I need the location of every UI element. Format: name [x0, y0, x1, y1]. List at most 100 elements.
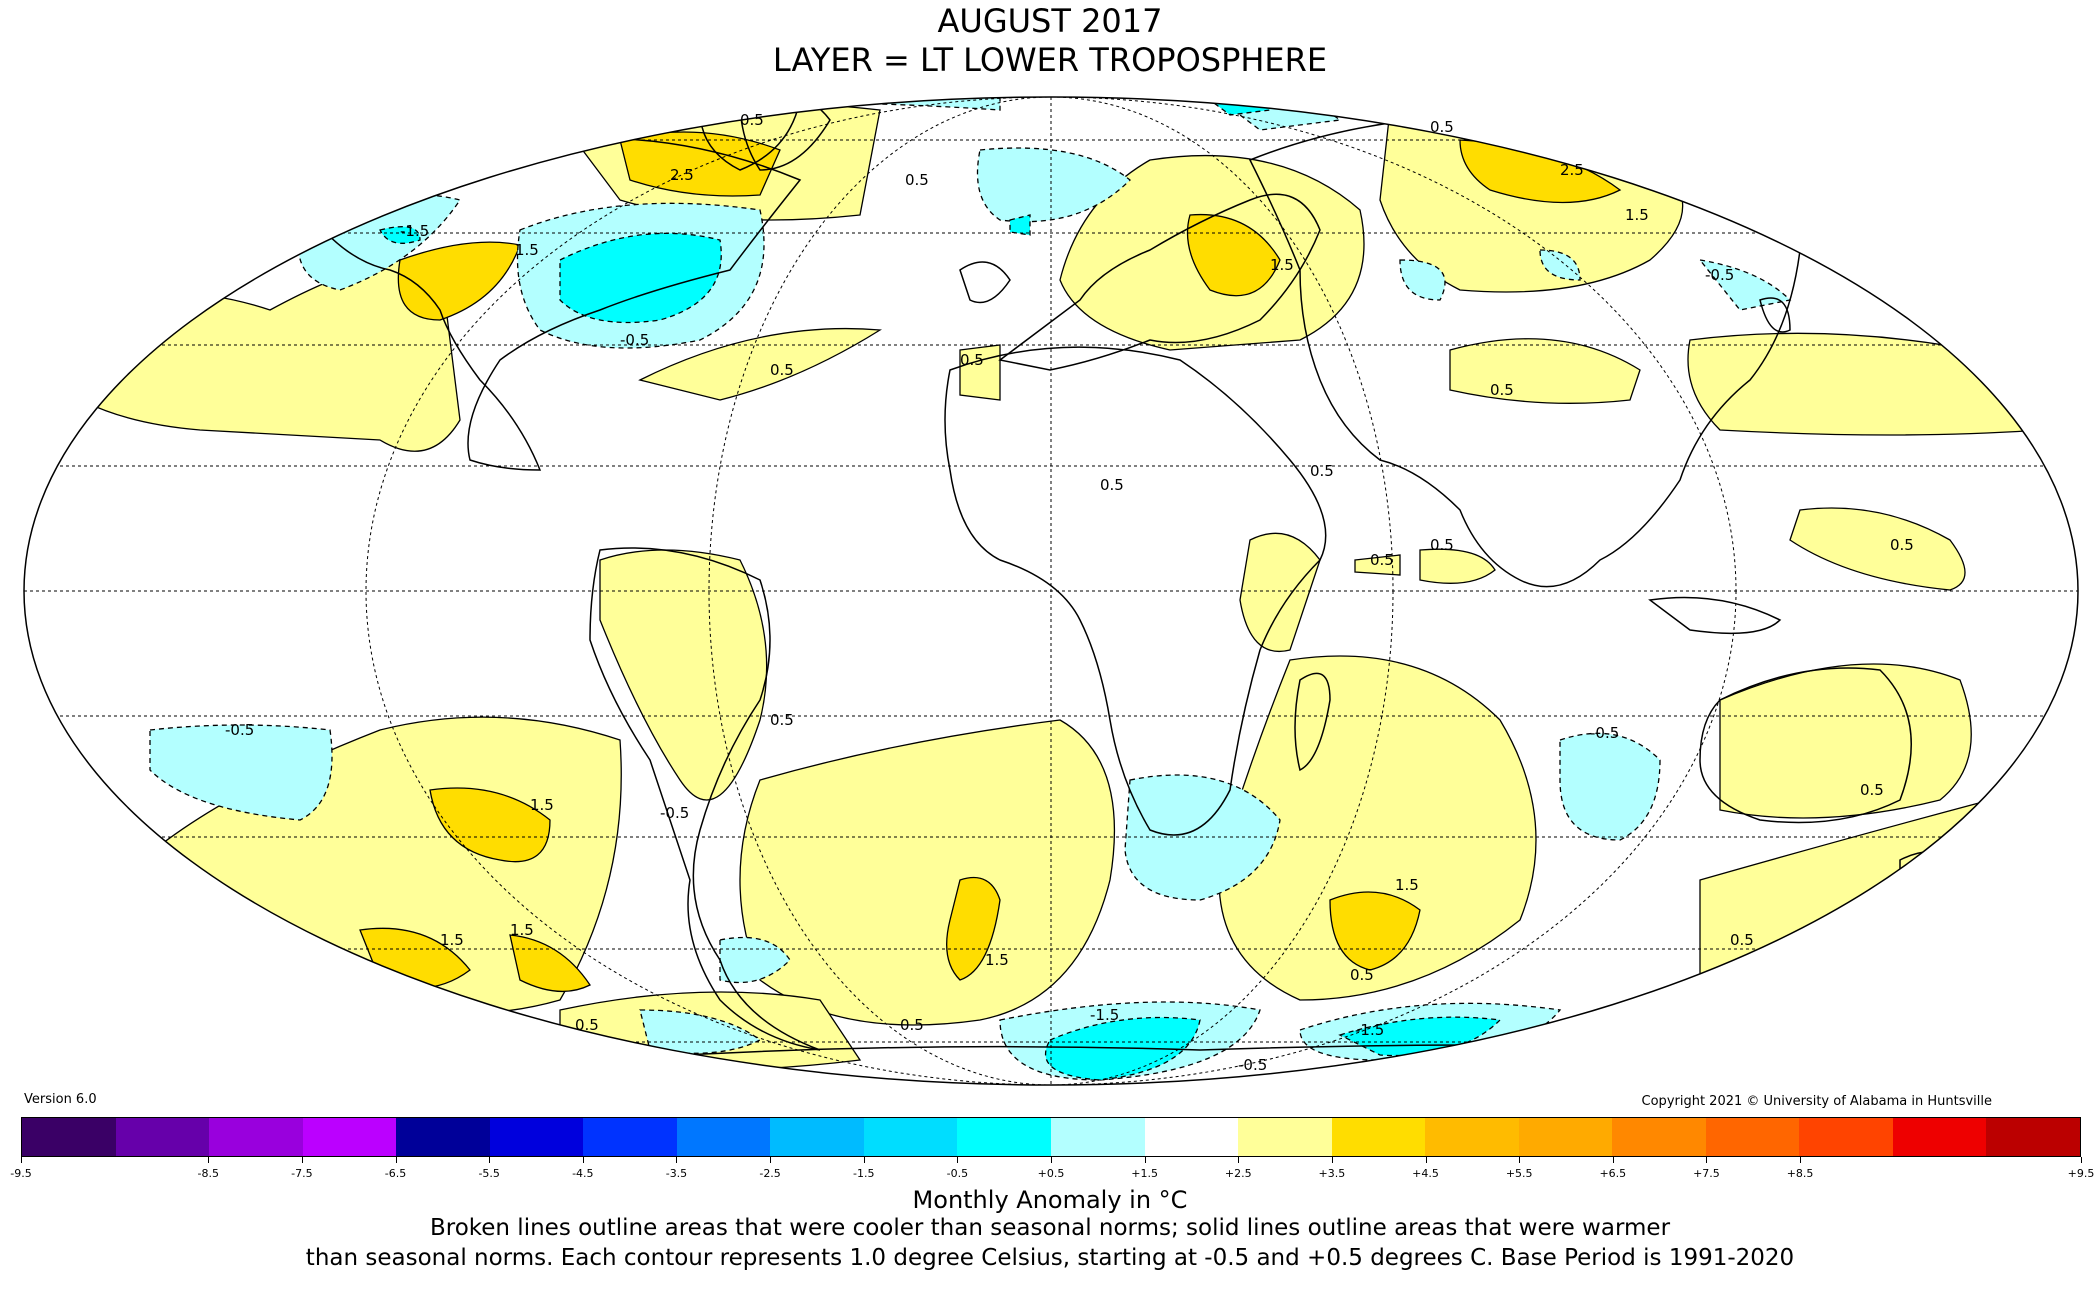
anomaly-map: 0.5 0.5 0.5 0.5 0.5 0.5 0.5 0.5 0.5 0.5 …	[23, 96, 2079, 1086]
color-bar-ticks: -9.5 -8.5 -7.5 -6.5 -5.5 -4.5 -3.5 -2.5 -1.5 -0.5…	[10, 1157, 2094, 1181]
color-bar-segment	[957, 1118, 1052, 1156]
contour-label: -0.5	[1705, 266, 1734, 284]
color-bar-segment	[1518, 1118, 1613, 1156]
color-bar-segment	[302, 1118, 397, 1156]
color-bar-segment	[1799, 1118, 1893, 1156]
color-bar-segment	[770, 1118, 864, 1156]
color-bar-segment	[115, 1118, 210, 1156]
globe-outline	[23, 96, 2079, 1086]
color-bar-tick-label: +1.5	[1131, 1167, 1158, 1180]
color-bar-segment	[1425, 1118, 1519, 1156]
color-bar-segment	[489, 1118, 584, 1156]
contour-label: 1.5	[440, 931, 464, 949]
color-bar-tick	[1331, 1157, 1333, 1163]
color-bar-tick	[2081, 1157, 2082, 1163]
hot-regions	[359, 131, 1622, 993]
color-bar-tick	[770, 1157, 772, 1163]
color-bar-tick	[21, 1157, 22, 1163]
copyright-label: Copyright 2021 © University of Alabama i…	[1641, 1094, 1992, 1109]
contour-label: 0.5	[1370, 551, 1394, 569]
color-bar-tick-label: +7.5	[1693, 1167, 1720, 1180]
contour-label: 0.5	[770, 361, 794, 379]
color-bar-tick	[1425, 1157, 1427, 1163]
color-bar-tick	[1519, 1157, 1521, 1163]
contour-label: 0.5	[740, 111, 764, 129]
color-bar-segment	[1144, 1118, 1239, 1156]
contour-label: 0.5	[1430, 118, 1454, 136]
color-bar-tick	[1706, 1157, 1708, 1163]
color-bar-tick-label: -2.5	[759, 1167, 781, 1180]
contour-label: -0.5	[1590, 724, 1619, 742]
color-bar-segment	[863, 1118, 958, 1156]
color-bar-tick-label: +8.5	[1786, 1167, 1814, 1180]
contour-label: 0.5	[1100, 476, 1124, 494]
contour-label: 0.5	[1350, 966, 1374, 984]
contour-label: 1.5	[1625, 206, 1649, 224]
color-bar-tick-label: +5.5	[1505, 1167, 1533, 1180]
color-bar-tick-label: +0.5	[1037, 1167, 1065, 1180]
contour-label: 1.5	[1270, 256, 1294, 274]
note-line-2: than seasonal norms. Each contour repres…	[305, 1245, 1795, 1271]
color-bar-segment	[1986, 1118, 2081, 1156]
color-bar-tick-label: +9.5	[2067, 1167, 2095, 1180]
contour-label: 0.5	[1310, 462, 1334, 480]
color-bar-tick	[1238, 1157, 1240, 1163]
color-bar-tick	[676, 1157, 678, 1163]
color-bar-tick-label: -6.5	[384, 1167, 407, 1180]
color-bar-segment	[396, 1118, 490, 1156]
contour-label: 0.5	[1890, 536, 1914, 554]
color-bar-tick-label: -9.5	[10, 1167, 32, 1180]
contour-label: 0.5	[900, 1016, 924, 1034]
contour-label: 0.5	[905, 171, 929, 189]
color-bar-tick-label: -8.5	[197, 1167, 219, 1180]
color-bar	[21, 1117, 2081, 1157]
color-bar-tick-label: -5.5	[478, 1167, 500, 1180]
color-bar-segment	[1892, 1118, 1987, 1156]
color-bar-tick	[489, 1157, 491, 1163]
contour-label: 0.5	[1430, 536, 1454, 554]
contour-label: -1.5	[400, 222, 429, 240]
contour-label: 0.5	[1490, 381, 1514, 399]
contour-label: -1.5	[1355, 1021, 1384, 1039]
contour-label: 0.5	[1860, 781, 1884, 799]
contour-label: -0.5	[225, 721, 254, 739]
contour-label: -1.5	[1090, 1006, 1119, 1024]
contour-label: 0.5	[1730, 931, 1754, 949]
color-bar-tick-label: -1.5	[852, 1167, 875, 1180]
contour-label: -0.5	[1238, 1056, 1267, 1074]
contour-label: -0.5	[660, 804, 689, 822]
contour-label: 0.5	[575, 1016, 599, 1034]
color-bar-segment	[1051, 1118, 1145, 1156]
color-bar-tick-label: +6.5	[1599, 1167, 1627, 1180]
color-bar-tick	[208, 1157, 210, 1163]
contour-labels: 0.5 0.5 0.5 0.5 0.5 0.5 0.5 0.5 0.5 0.5 …	[225, 111, 1914, 1074]
color-bar-tick-label: -7.5	[291, 1167, 313, 1180]
color-bar-segment	[1705, 1118, 1800, 1156]
color-bar-tick-label: +3.5	[1318, 1167, 1346, 1180]
contour-label: 2.5	[670, 166, 694, 184]
color-bar-segment	[22, 1118, 116, 1156]
color-bar-tick	[1612, 1157, 1614, 1163]
color-bar-segment	[209, 1118, 303, 1156]
color-bar-segment	[583, 1118, 677, 1156]
contour-label: 2.5	[1560, 161, 1584, 179]
color-bar-segment	[1331, 1118, 1426, 1156]
color-bar-tick	[957, 1157, 959, 1163]
color-bar-segment	[1612, 1118, 1706, 1156]
version-label: Version 6.0	[24, 1092, 97, 1107]
note-line-1: Broken lines outline areas that were coo…	[429, 1215, 1671, 1241]
color-bar-tick	[582, 1157, 584, 1163]
color-bar-segment	[676, 1118, 771, 1156]
contour-label: 1.5	[985, 951, 1009, 969]
color-bar-tick-label: -0.5	[946, 1167, 969, 1180]
contour-label: 1.5	[510, 921, 534, 939]
contour-label: 0.5	[960, 351, 984, 369]
contour-label: 0.5	[770, 711, 794, 729]
color-bar-tick	[1051, 1157, 1052, 1163]
contour-label: 1.5	[1395, 876, 1419, 894]
map-title: AUGUST 2017	[937, 2, 1163, 40]
color-bar-tick	[1144, 1157, 1146, 1163]
color-bar-segment	[1238, 1118, 1332, 1156]
color-bar-tick	[863, 1157, 865, 1163]
color-bar-tick-label: -4.5	[572, 1167, 594, 1180]
